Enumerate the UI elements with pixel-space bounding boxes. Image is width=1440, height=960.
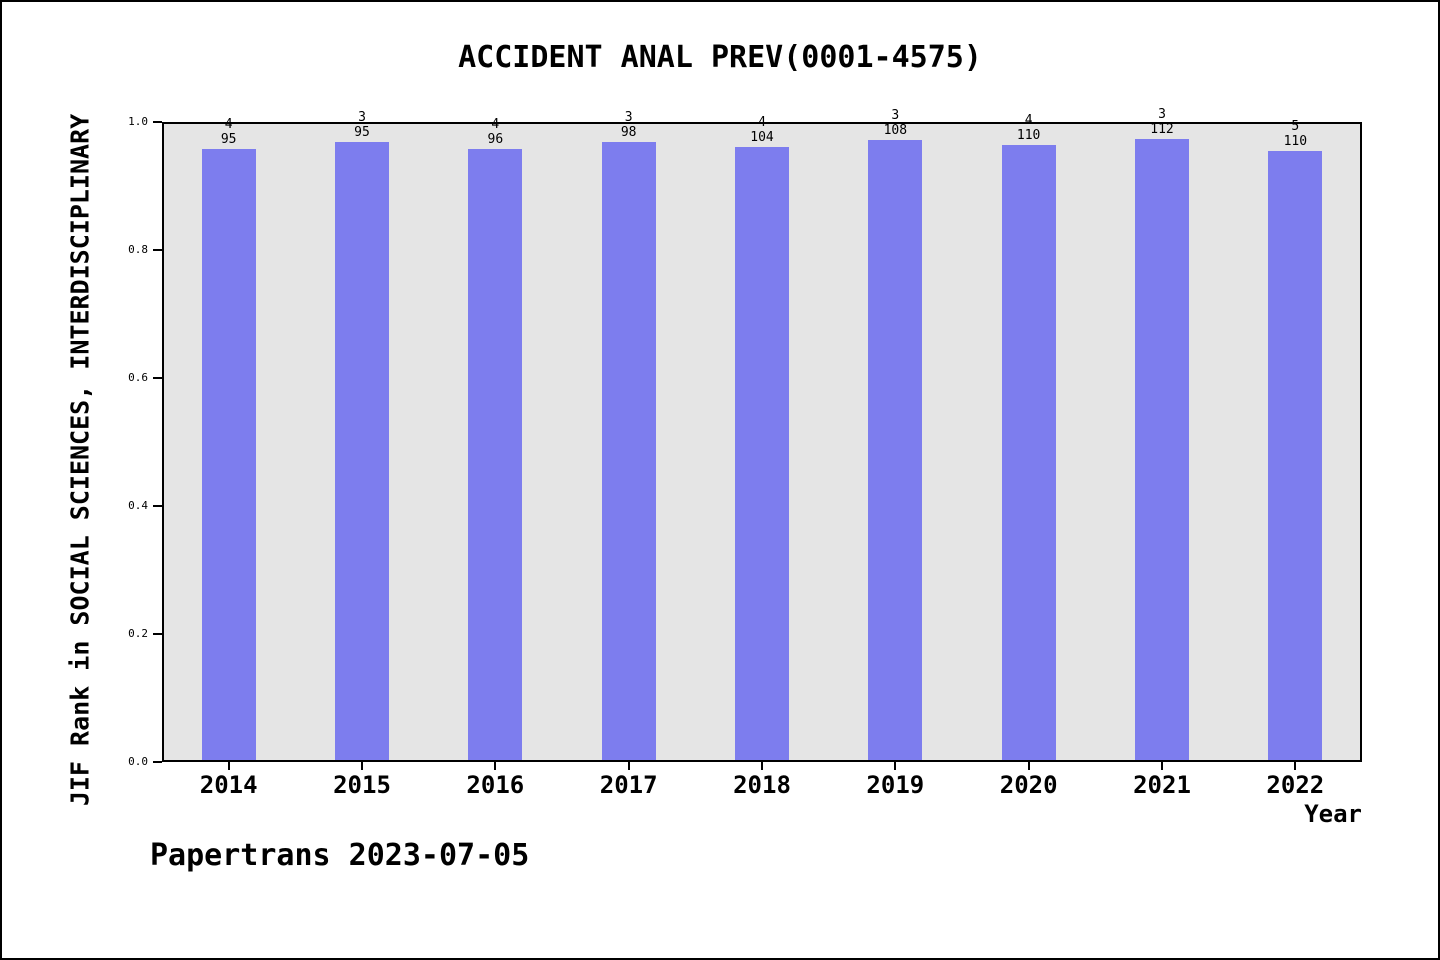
bar-rank-label: 4 xyxy=(224,116,233,132)
x-tick-mark xyxy=(894,762,897,770)
bar-rank-label: 4 xyxy=(758,114,766,130)
bar-total-label: 95 xyxy=(220,131,237,147)
bar-value-label: 3 98 xyxy=(589,110,669,140)
bar xyxy=(468,148,523,760)
y-tick-label: 0.2 xyxy=(128,627,148,640)
bar-total-label: 104 xyxy=(750,129,774,145)
y-tick-mark xyxy=(153,249,162,251)
x-tick-mark xyxy=(1294,762,1297,770)
y-tick-label: 0.4 xyxy=(128,499,148,512)
x-tick-mark xyxy=(361,762,363,770)
x-tick-label: 2014 xyxy=(199,771,258,799)
y-axis-label: JIF Rank in SOCIAL SCIENCES, INTERDISCIP… xyxy=(65,113,95,807)
bar xyxy=(1268,151,1323,760)
bar-value-label: 4 95 xyxy=(189,117,269,147)
bar-rank-label: 5 xyxy=(1291,119,1300,135)
bar xyxy=(335,142,389,760)
bar xyxy=(868,139,923,760)
bar-rank-label: 4 xyxy=(1024,113,1033,129)
bar-total-label: 110 xyxy=(1283,134,1308,150)
bar-rank-label: 3 xyxy=(358,110,366,126)
bar xyxy=(201,148,256,760)
bar-value-label: 4 96 xyxy=(455,117,535,147)
x-tick-mark xyxy=(227,762,230,770)
bar-rank-label: 3 xyxy=(891,107,900,123)
y-tick-label: 0.8 xyxy=(128,243,148,256)
y-tick-label: 1.0 xyxy=(128,115,148,128)
x-tick-label: 2022 xyxy=(1266,771,1325,799)
y-tick-label: 0.6 xyxy=(128,371,148,384)
bar-total-label: 110 xyxy=(1016,128,1041,144)
bar-rank-label: 3 xyxy=(1158,107,1166,123)
bar xyxy=(735,146,789,760)
y-tick-mark xyxy=(153,377,162,379)
bar-total-label: 112 xyxy=(1150,122,1174,138)
bar-value-label: 3 108 xyxy=(855,108,935,138)
bar-rank-label: 3 xyxy=(624,109,633,125)
x-tick-mark xyxy=(1027,762,1030,770)
chart-title: ACCIDENT ANAL PREV(0001-4575) xyxy=(458,40,982,75)
watermark-text: Papertrans 2023-07-05 xyxy=(150,838,530,873)
x-tick-label: 2021 xyxy=(1133,771,1191,799)
bar-rank-label: 4 xyxy=(491,116,500,132)
x-tick-mark xyxy=(1161,762,1163,770)
y-tick-mark xyxy=(153,761,162,763)
bar xyxy=(1135,139,1189,760)
bar xyxy=(601,141,656,760)
x-tick-mark xyxy=(627,762,630,770)
bar-value-label: 5 110 xyxy=(1255,119,1335,149)
x-tick-label: 2019 xyxy=(866,771,925,799)
x-tick-label: 2020 xyxy=(999,771,1058,799)
bar-value-label: 3 112 xyxy=(1122,107,1202,137)
bar-total-label: 98 xyxy=(620,124,637,140)
bar xyxy=(1001,145,1056,760)
x-tick-mark xyxy=(494,762,497,770)
bar-total-label: 95 xyxy=(354,125,370,141)
y-tick-mark xyxy=(153,121,162,123)
y-tick-mark xyxy=(153,505,162,507)
x-tick-mark xyxy=(761,762,763,770)
x-tick-label: 2016 xyxy=(466,771,525,799)
x-tick-label: 2018 xyxy=(733,771,791,799)
bar-value-label: 3 95 xyxy=(322,110,402,140)
bar-value-label: 4 110 xyxy=(989,113,1069,143)
y-tick-label: 0.0 xyxy=(128,755,148,768)
bar-total-label: 96 xyxy=(487,131,504,147)
x-tick-label: 2015 xyxy=(333,771,391,799)
y-tick-mark xyxy=(153,633,162,635)
bar-total-label: 108 xyxy=(883,122,908,138)
x-axis-label: Year xyxy=(1304,800,1362,828)
x-tick-label: 2017 xyxy=(599,771,658,799)
bar-value-label: 4 104 xyxy=(722,115,802,145)
